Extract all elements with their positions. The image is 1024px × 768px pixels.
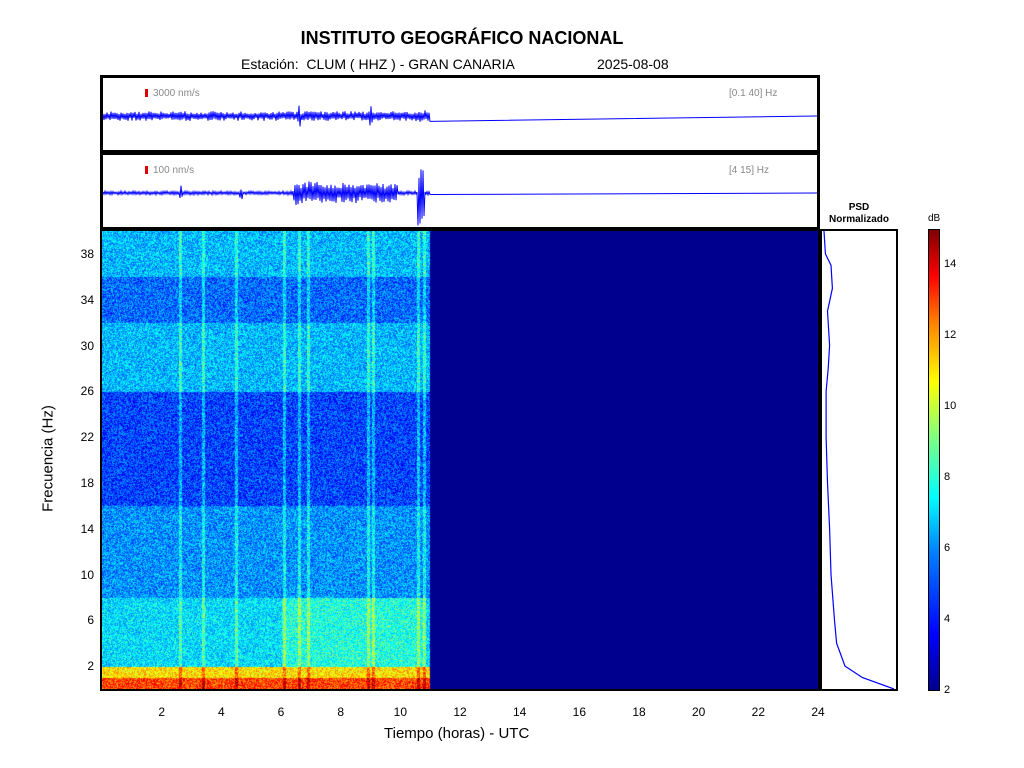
x-tick-label: 6 [277, 705, 285, 719]
x-tick-label: 24 [811, 705, 825, 719]
x-tick-label: 14 [512, 705, 527, 719]
x-tick-label: 16 [572, 705, 586, 719]
amplitude-scale-bar [145, 166, 148, 174]
amplitude-scale-label: 3000 nm/s [153, 88, 200, 99]
y-tick-label: 14 [80, 521, 94, 536]
spectrogram-frame [100, 229, 820, 691]
station-subtitle: Estación: CLUM ( HHZ ) - GRAN CANARIA [241, 56, 515, 72]
colorbar-tick-label: 6 [944, 541, 951, 554]
amplitude-scale-bar [145, 89, 148, 97]
colorbar-tick-label: 12 [944, 328, 957, 341]
y-tick-label: 2 [87, 659, 94, 674]
y-axis-label: Frecuencia (Hz) [39, 405, 57, 512]
colorbar-unit: dB [928, 213, 941, 224]
x-axis-label: Tiempo (horas) - UTC [384, 725, 530, 742]
waveform-line [103, 169, 817, 226]
frequency-band-label: [0.1 40] Hz [729, 88, 778, 99]
waveform-line [103, 105, 817, 127]
colorbar [928, 229, 940, 691]
x-tick-label: 20 [691, 705, 706, 719]
x-tick-label: 18 [632, 705, 646, 719]
colorbar-tick-label: 2 [944, 684, 951, 696]
y-tick-label: 26 [80, 384, 94, 399]
y-tick-label: 30 [80, 338, 94, 353]
seismogram-trace-2 [103, 169, 817, 226]
psd-panel [820, 229, 898, 691]
psd-title-line2: Normalizado [828, 214, 889, 225]
amplitude-scale-label: 100 nm/s [153, 165, 195, 176]
seismogram-trace-1 [103, 105, 817, 127]
seismogram-filtered-panel: 100 nm/s [4 15] Hz [100, 152, 820, 230]
psd-line [823, 231, 895, 689]
y-tick-label: 6 [87, 613, 94, 628]
y-tick-label: 18 [80, 475, 94, 490]
psd-title-line1: PSD [848, 202, 870, 213]
y-tick-label: 22 [80, 430, 94, 445]
x-tick-label: 8 [337, 705, 344, 719]
x-tick-label: 10 [393, 705, 407, 719]
x-tick-label: 4 [217, 705, 225, 719]
date-label: 2025-08-08 [597, 56, 669, 72]
y-tick-label: 10 [80, 567, 94, 582]
colorbar-tick-label: 8 [944, 470, 951, 483]
spectrogram-heatmap [102, 231, 818, 689]
x-tick-label: 22 [751, 705, 765, 719]
x-tick-label: 2 [158, 705, 165, 719]
seismogram-broadband-panel: 3000 nm/s [0.1 40] Hz [100, 75, 820, 153]
y-tick-label: 38 [80, 246, 94, 261]
psd-title: PSD Normalizado [822, 202, 896, 226]
psd-curve [823, 231, 895, 689]
chart-title: INSTITUTO GEOGRÁFICO NACIONAL [300, 28, 624, 48]
colorbar-tick-label: 4 [944, 612, 951, 625]
x-tick-label: 12 [453, 705, 467, 719]
frequency-band-label: [4 15] Hz [729, 165, 770, 176]
colorbar-tick-label: 14 [944, 257, 957, 270]
y-tick-label: 34 [80, 292, 94, 307]
colorbar-tick-label: 10 [944, 399, 957, 412]
